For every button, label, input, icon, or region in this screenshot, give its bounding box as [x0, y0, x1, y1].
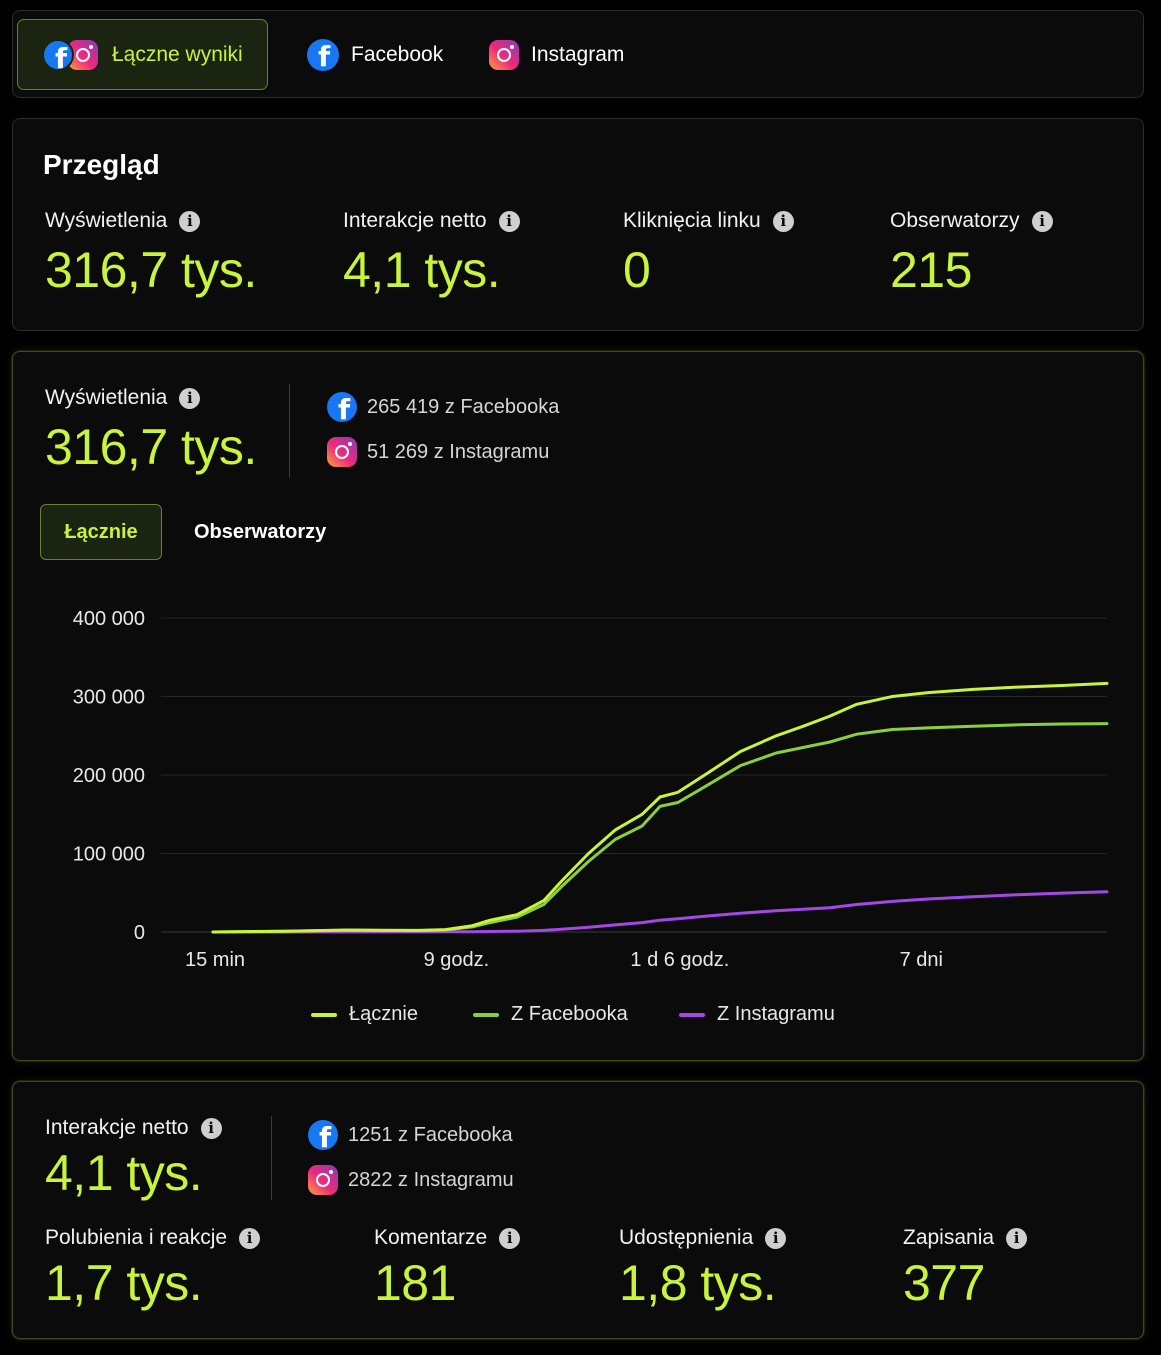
- interactions-facebook-text: 1251 z Facebooka: [348, 1123, 513, 1146]
- info-icon[interactable]: i: [765, 1227, 787, 1249]
- views-facebook-text: 265 419 z Facebooka: [367, 395, 560, 418]
- metric-shares: Udostępnienia i 1,8 tys.: [619, 1226, 787, 1312]
- info-icon[interactable]: i: [200, 1117, 222, 1139]
- tab-facebook[interactable]: Facebook: [307, 19, 443, 90]
- legend-label-facebook: Z Facebooka: [511, 1003, 628, 1025]
- legend-item-instagram: Z Instagramu: [679, 1003, 835, 1026]
- subtab-followers[interactable]: Obserwatorzy: [194, 520, 327, 543]
- legend-swatch-facebook: [473, 1012, 499, 1017]
- facebook-instagram-icon: [42, 38, 100, 71]
- metric-label: Udostępnienia: [619, 1226, 754, 1249]
- instagram-icon: [308, 1165, 338, 1195]
- metric-value: 215: [890, 242, 972, 298]
- metric-label: Zapisania: [903, 1226, 995, 1249]
- views-label: Wyświetlenia: [45, 386, 168, 409]
- subtab-total[interactable]: Łącznie: [40, 504, 162, 560]
- tab-combined-label: Łączne wyniki: [112, 42, 243, 66]
- interactions-instagram-text: 2822 z Instagramu: [348, 1168, 514, 1191]
- y-tick-label: 0: [134, 922, 145, 944]
- metric-comments: Komentarze i 181: [374, 1226, 521, 1312]
- tab-instagram[interactable]: Instagram: [489, 19, 624, 90]
- info-icon[interactable]: i: [239, 1227, 261, 1249]
- interactions-card: Interakcje netto i 4,1 tys. 1251 z Facebo…: [12, 1081, 1144, 1339]
- metric-label: Wyświetlenia: [45, 209, 168, 232]
- instagram-icon: [489, 39, 519, 70]
- metric-label: Interakcje netto: [343, 209, 487, 232]
- views-facebook-source: 265 419 z Facebooka: [327, 392, 559, 422]
- metric-value: 377: [903, 1255, 985, 1311]
- views-instagram-text: 51 269 z Instagramu: [367, 440, 550, 463]
- facebook-icon: [307, 38, 339, 71]
- interactions-facebook-source: 1251 z Facebooka: [308, 1120, 513, 1150]
- metric-value: 181: [374, 1255, 456, 1311]
- divider: [289, 384, 290, 478]
- metric-value: 4,1 tys.: [343, 242, 501, 298]
- facebook-icon: [308, 1120, 338, 1150]
- x-tick-label: 7 dni: [900, 949, 943, 971]
- info-icon[interactable]: i: [179, 387, 201, 409]
- tab-instagram-label: Instagram: [531, 42, 625, 66]
- metric-views: Wyświetlenia i 316,7 tys.: [45, 209, 257, 299]
- metric-value: 1,8 tys.: [619, 1255, 777, 1311]
- series-line-instagram: [211, 890, 1109, 934]
- info-icon[interactable]: i: [499, 1227, 521, 1249]
- interactions-instagram-source: 2822 z Instagramu: [308, 1165, 514, 1195]
- views-card: Wyświetlenia i 316,7 tys. 265 419 z Faceb…: [12, 351, 1144, 1061]
- metric-net-interactions: Interakcje netto i 4,1 tys.: [343, 209, 520, 299]
- series-line-facebook: [211, 722, 1109, 934]
- views-line-chart: 400 000 300 000 200 000 100 000 0 15 min 9 god…: [73, 608, 1109, 971]
- y-tick-label: 200 000: [73, 765, 145, 787]
- metric-label: Obserwatorzy: [890, 209, 1020, 232]
- info-icon[interactable]: i: [772, 210, 794, 232]
- metric-value: 0: [623, 242, 651, 298]
- x-tick-label: 1 d 6 godz.: [630, 949, 729, 971]
- views-value: 316,7 tys.: [45, 419, 257, 475]
- tab-facebook-label: Facebook: [351, 42, 444, 66]
- metric-likes-reactions: Polubienia i reakcje i 1,7 tys.: [45, 1226, 261, 1312]
- metric-label: Komentarze: [374, 1226, 488, 1249]
- info-icon[interactable]: i: [1006, 1227, 1028, 1249]
- overview-card: Przegląd Wyświetlenia i 316,7 tys. Intera…: [12, 118, 1144, 331]
- legend-swatch-instagram: [679, 1012, 705, 1017]
- interactions-value: 4,1 tys.: [45, 1145, 203, 1201]
- x-tick-label: 9 godz.: [424, 949, 490, 971]
- legend-item-facebook: Z Facebooka: [473, 1003, 628, 1026]
- views-summary: Wyświetlenia i 316,7 tys.: [45, 386, 257, 476]
- divider: [271, 1116, 272, 1200]
- platform-tabs: Łączne wyniki Facebook Instagram: [12, 10, 1144, 98]
- metric-link-clicks: Kliknięcia linku i 0: [623, 209, 794, 299]
- metric-saves: Zapisania i 377: [903, 1226, 1028, 1312]
- metric-label: Polubienia i reakcje: [45, 1226, 228, 1249]
- series-line-total: [211, 681, 1109, 934]
- metric-followers: Obserwatorzy i 215: [890, 209, 1053, 299]
- tab-combined-results[interactable]: Łączne wyniki: [17, 19, 268, 90]
- info-icon[interactable]: i: [498, 210, 520, 232]
- y-tick-label: 100 000: [73, 844, 145, 866]
- y-tick-label: 400 000: [73, 608, 145, 630]
- y-tick-label: 300 000: [73, 687, 145, 709]
- legend-swatch-total: [311, 1012, 337, 1017]
- interactions-summary: Interakcje netto i 4,1 tys.: [45, 1116, 222, 1202]
- facebook-icon: [327, 392, 357, 422]
- legend-item-total: Łącznie: [311, 1003, 418, 1026]
- x-tick-label: 15 min: [185, 949, 245, 971]
- legend-label-total: Łącznie: [349, 1003, 418, 1025]
- interactions-label: Interakcje netto: [45, 1116, 189, 1139]
- metric-value: 316,7 tys.: [45, 242, 257, 298]
- instagram-icon: [327, 437, 357, 467]
- legend-label-instagram: Z Instagramu: [717, 1003, 835, 1025]
- info-icon[interactable]: i: [179, 210, 201, 232]
- views-instagram-source: 51 269 z Instagramu: [327, 437, 549, 467]
- metric-value: 1,7 tys.: [45, 1255, 203, 1311]
- info-icon[interactable]: i: [1031, 210, 1053, 232]
- metric-label: Kliknięcia linku: [623, 209, 761, 232]
- overview-title: Przegląd: [43, 149, 160, 180]
